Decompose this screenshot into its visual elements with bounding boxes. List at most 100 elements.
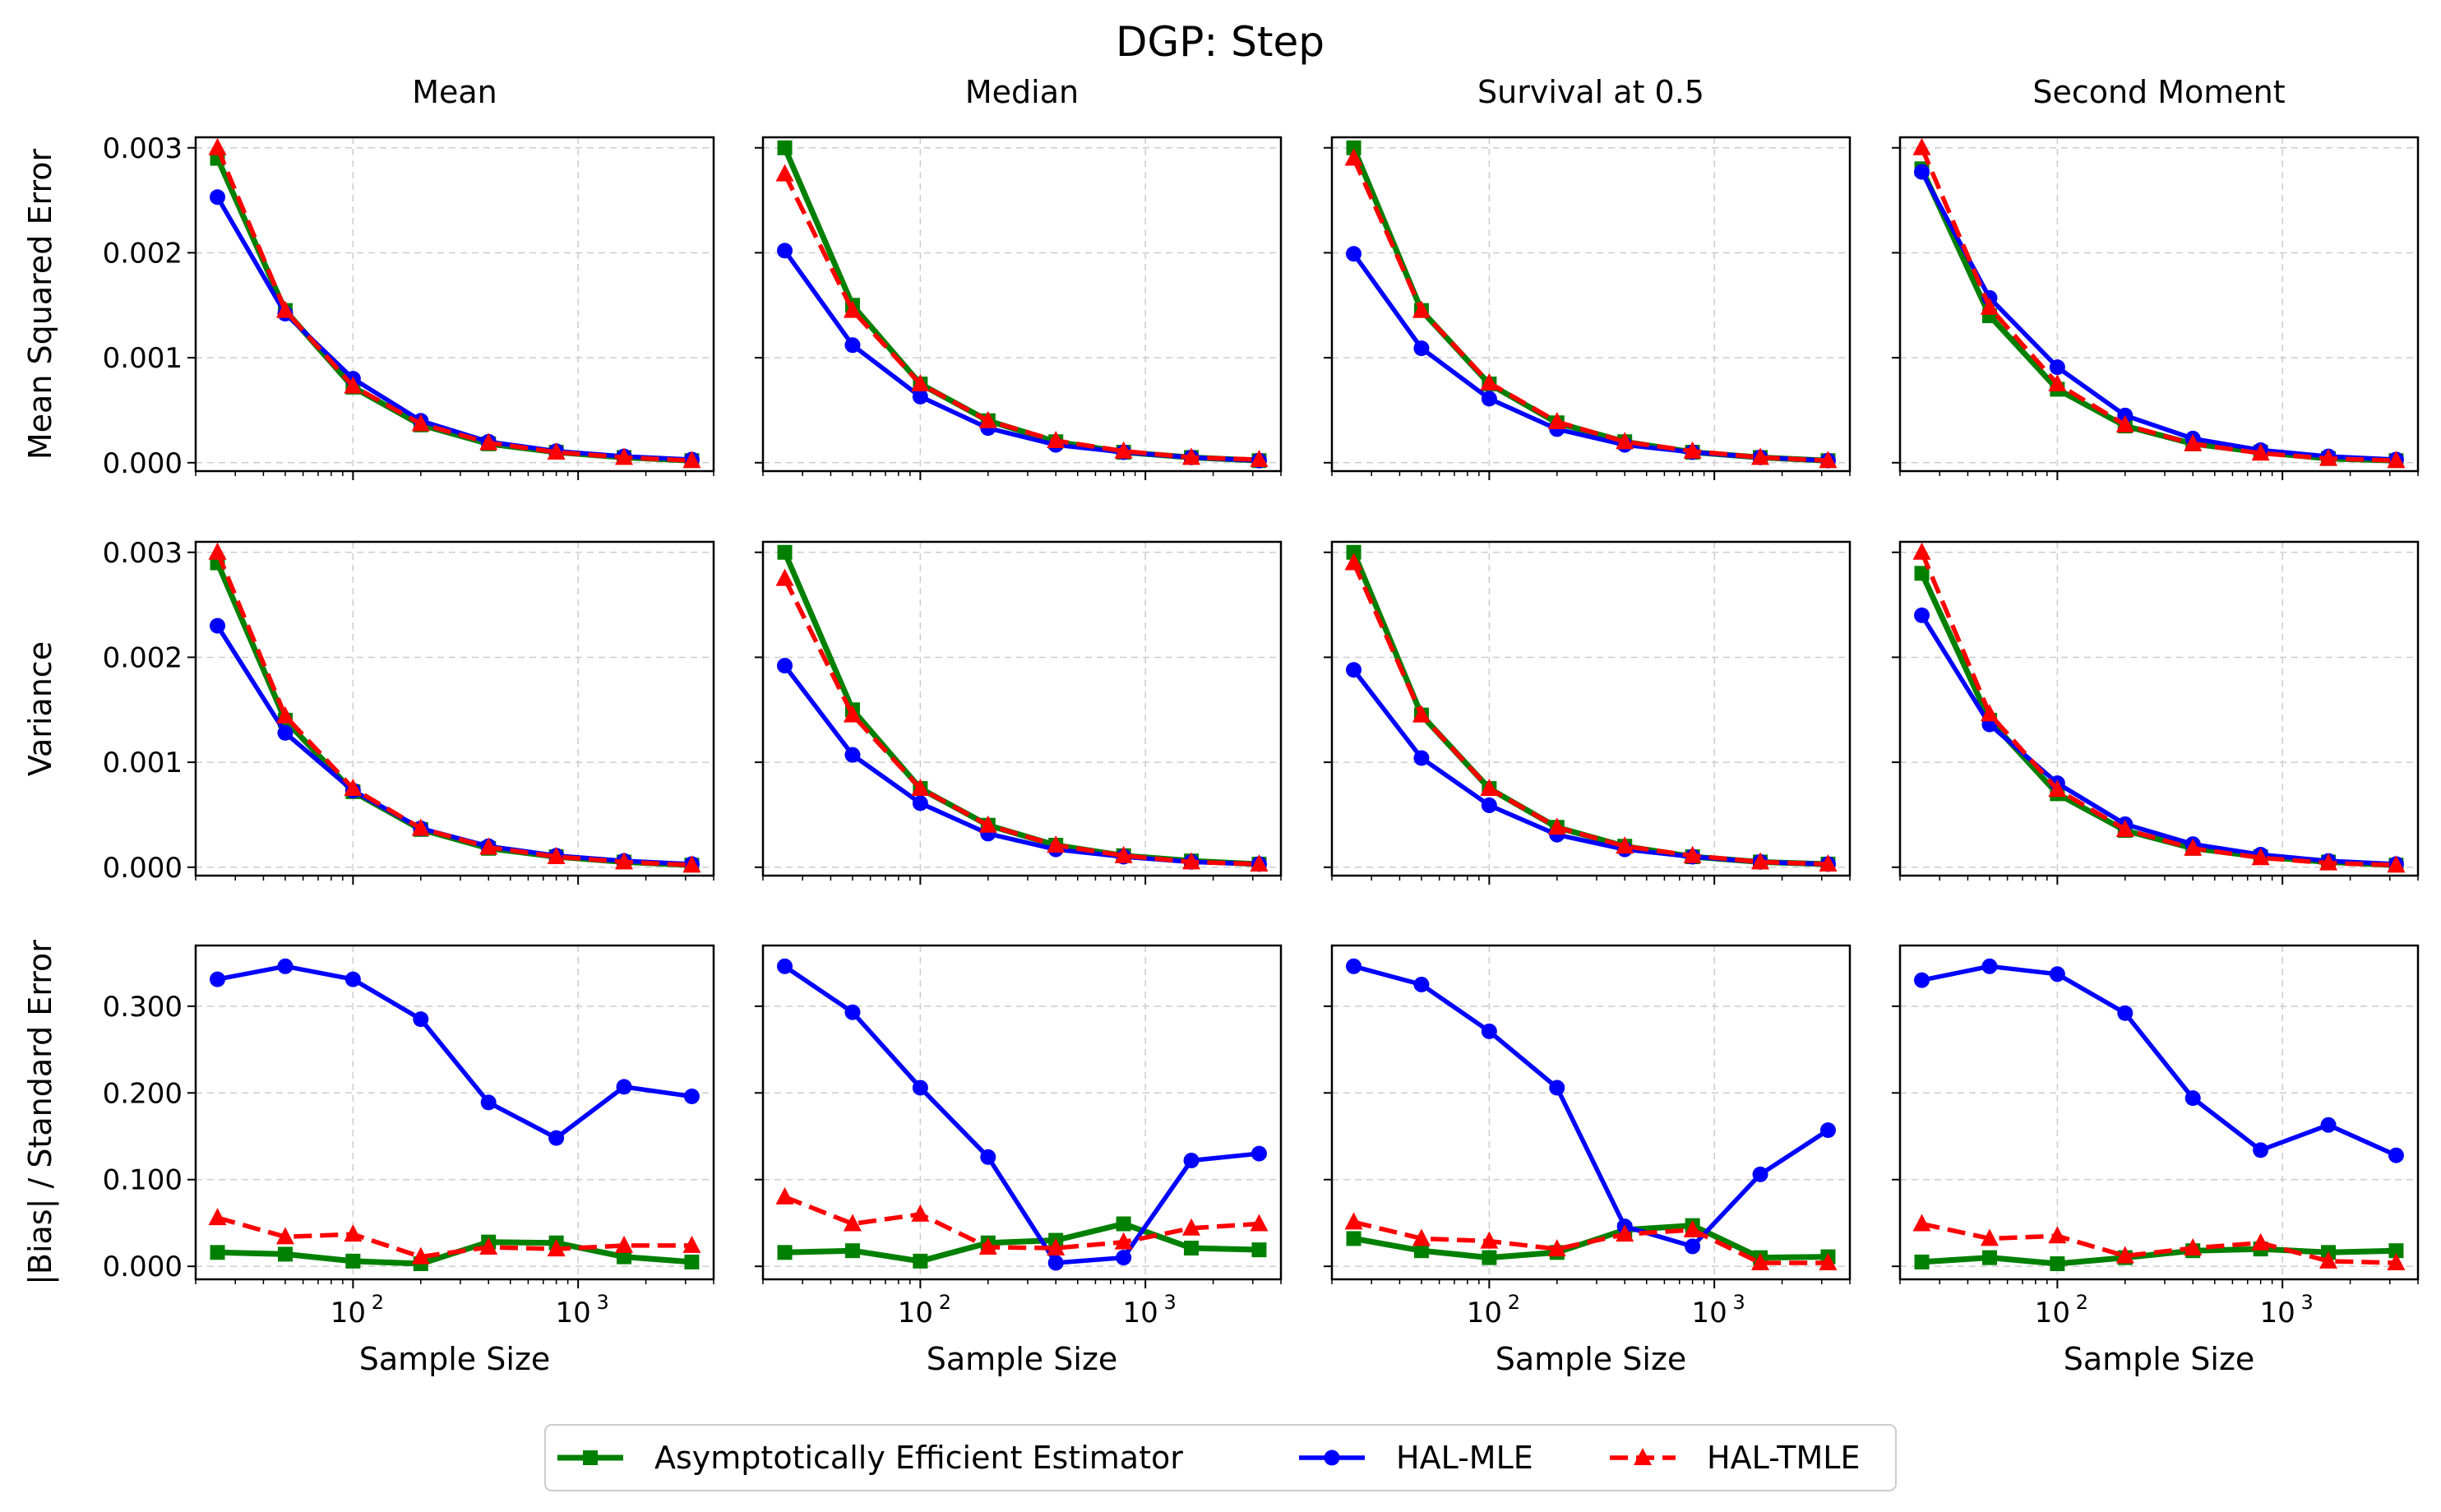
point-hal-tmle [775,1186,794,1205]
point-asymptotically-efficient-estimator [1981,1250,1997,1265]
point-hal-mle [1549,1080,1565,1096]
series-hal-mle [1914,607,2404,872]
series-line-hal-tmle [783,577,1260,867]
row-label-mean-squared-error: Mean Squared Error [22,149,58,460]
y-tick-label: 0.003 [103,537,183,570]
point-hal-tmle [1480,1231,1499,1249]
point-hal-tmle [1344,553,1363,571]
point-hal-mle [912,1080,928,1096]
grid [763,542,1281,876]
point-hal-mle [1914,972,1930,988]
point-asymptotically-efficient-estimator [1482,1250,1497,1265]
point-hal-mle [777,658,793,674]
point-hal-tmle [843,1214,862,1232]
point-hal-mle [1914,164,1930,180]
point-hal-tmle [275,705,294,724]
x-tick-label: 10 [556,1297,591,1329]
grid [1332,946,1850,1279]
series-line-hal-mle [215,624,692,867]
point-hal-tmle [978,410,997,428]
x-tick-label: 10 [331,1297,366,1329]
point-hal-tmle [208,1208,227,1226]
point-hal-tmle [1683,441,1702,459]
point-hal-tmle [2319,853,2338,871]
point-hal-mle [480,1094,497,1111]
point-hal-tmle [682,855,701,873]
point-hal-mle [616,1079,632,1095]
point-hal-mle [277,724,294,741]
legend-entry-hal-mle: HAL-MLE [1299,1440,1533,1476]
point-hal-tmle [1412,1228,1431,1246]
point-asymptotically-efficient-estimator [684,1254,700,1269]
column-title-median: Median [965,74,1079,110]
panel-mean-squared-error-mean: 0.000 0.001 0.002 0.003 Mean Mean Squared Err… [22,74,715,480]
axes-frame [194,136,715,473]
point-hal-tmle [1182,447,1201,465]
point-hal-tmle [615,447,634,465]
point-hal-tmle [2048,374,2067,392]
point-hal-mle [1752,1166,1768,1182]
x-tick-label: 10 [1467,1297,1502,1329]
point-asymptotically-efficient-estimator [1914,1254,1930,1269]
point-hal-tmle [2251,1232,2270,1251]
point-hal-tmle [1182,852,1201,870]
point-hal-tmle [978,1237,997,1255]
point-hal-tmle [1344,148,1363,166]
point-hal-tmle [1912,542,1931,560]
legend-entry-asymptotically-efficient-estimator: Asymptotically Efficient Estimator [557,1440,1183,1476]
point-hal-tmle [208,542,227,560]
point-hal-mle [413,1011,429,1028]
point-hal-tmle [1616,836,1634,854]
point-hal-mle [210,971,226,987]
column-title-mean: Mean [412,74,497,110]
x-axis-label: Sample Size [359,1341,551,1377]
series-line-hal-mle [1921,964,2397,1158]
series-hal-tmle [1344,553,1838,872]
x-tick-exponent: 3 [2301,1291,2314,1314]
point-hal-tmle [2048,779,2067,798]
axes-frame [194,944,715,1281]
series-line-hal-mle [216,964,692,1140]
point-hal-mle [1981,958,1998,974]
series-hal-mle [1346,958,1836,1255]
grid [196,137,714,471]
series-line-hal-tmle [215,551,692,867]
series-line-hal-tmle [784,1195,1260,1251]
figure-title: DGP: Step [1116,18,1325,66]
series-line-hal-tmle [216,1215,692,1260]
legend-label: Asymptotically Efficient Estimator [654,1440,1183,1476]
point-hal-mle [1413,750,1430,766]
point-hal-mle [844,747,861,763]
x-tick-exponent: 2 [372,1291,384,1314]
point-hal-tmle [2251,443,2270,461]
point-hal-mle [277,958,294,974]
point-asymptotically-efficient-estimator [844,1243,860,1259]
point-hal-tmle [1480,372,1499,391]
grid [763,137,1281,471]
series-line-hal-mle [1352,964,1830,1249]
point-asymptotically-efficient-estimator [913,1253,928,1269]
series-line-hal-tmle [1351,562,1828,867]
point-hal-mle [1116,1250,1132,1266]
y-tick-label: 0.002 [103,237,183,270]
x-tick-label: 10 [2035,1297,2070,1329]
x-tick-exponent: 2 [1508,1291,1520,1314]
point-asymptotically-efficient-estimator [1346,1231,1362,1246]
x-tick-exponent: 3 [1733,1291,1745,1314]
series-line-hal-tmle [1919,146,2397,463]
point-hal-tmle [479,1237,498,1255]
point-asymptotically-efficient-estimator [1914,566,1930,581]
point-hal-tmle [1114,1232,1133,1250]
point-hal-tmle [1751,1252,1770,1270]
x-tick-label: 10 [1692,1297,1727,1329]
axes-frame [761,540,1283,877]
point-hal-tmle [1912,1214,1931,1232]
series-line-hal-mle [783,249,1260,463]
point-hal-mle [1914,607,1930,623]
point-hal-mle [2049,359,2065,376]
series-hal-tmle [208,1208,701,1265]
point-hal-tmle [615,852,634,870]
point-hal-tmle [1616,432,1634,450]
point-hal-mle [1481,391,1497,407]
point-hal-mle [1481,797,1497,813]
